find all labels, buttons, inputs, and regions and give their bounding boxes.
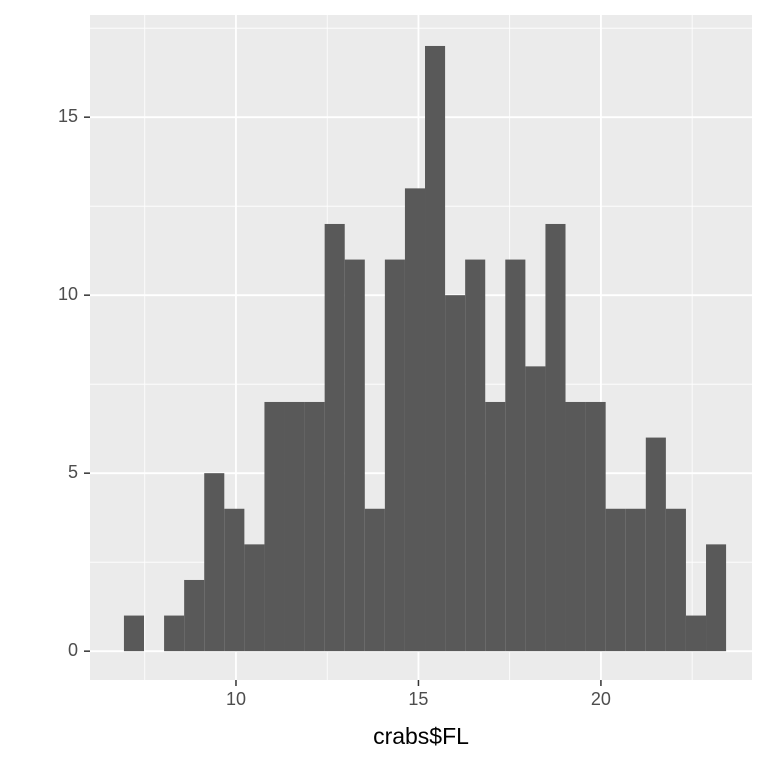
bar <box>425 45 446 652</box>
bar <box>625 508 646 652</box>
bar <box>204 473 225 652</box>
bar <box>565 401 586 652</box>
bar <box>364 508 385 652</box>
bar <box>545 223 566 652</box>
bar <box>445 295 466 652</box>
bar <box>404 188 426 652</box>
bar <box>344 259 365 652</box>
x-tick-label: 15 <box>408 689 428 709</box>
bar <box>324 223 345 652</box>
y-tick-label: 5 <box>68 462 78 482</box>
bar <box>304 401 325 652</box>
x-tick-label: 20 <box>591 689 611 709</box>
bar <box>224 508 245 652</box>
y-tick-label: 10 <box>58 284 78 304</box>
bar <box>665 508 686 652</box>
bar <box>264 401 285 652</box>
bar <box>525 366 546 652</box>
x-axis-title: crabs$FL <box>373 723 469 749</box>
bar <box>465 259 486 652</box>
y-tick-label: 0 <box>68 640 78 660</box>
bar <box>164 615 185 652</box>
bar <box>685 615 707 652</box>
bar <box>184 579 205 652</box>
x-tick-label: 10 <box>226 689 246 709</box>
bar <box>123 615 145 652</box>
bar <box>585 401 606 652</box>
bar <box>284 401 305 652</box>
bar <box>706 544 727 652</box>
bar <box>384 259 405 652</box>
bar <box>645 437 666 652</box>
bar <box>605 508 626 652</box>
y-tick-label: 15 <box>58 106 78 126</box>
bar <box>505 259 526 652</box>
bar <box>244 544 265 652</box>
bar <box>485 401 506 652</box>
